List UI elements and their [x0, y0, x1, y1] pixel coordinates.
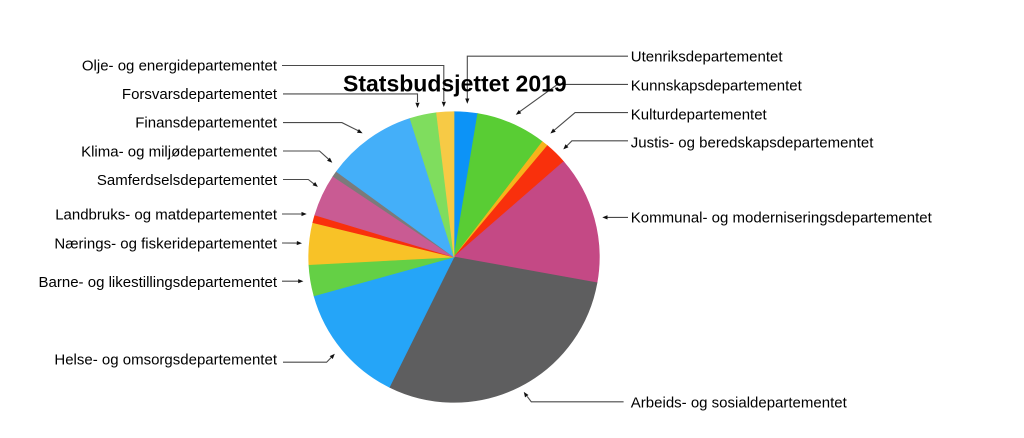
svg-text:Forsvarsdepartementet: Forsvarsdepartementet — [122, 86, 278, 103]
svg-text:Arbeids- og sosialdepartemente: Arbeids- og sosialdepartementet — [631, 395, 848, 412]
svg-text:Kommunal- og moderniseringsdep: Kommunal- og moderniseringsdepartementet — [631, 209, 933, 226]
svg-text:Olje- og energidepartementet: Olje- og energidepartementet — [82, 57, 278, 74]
svg-text:Kulturdepartementet: Kulturdepartementet — [631, 106, 768, 123]
svg-text:Justis- og beredskapsdeparteme: Justis- og beredskapsdepartementet — [631, 135, 874, 152]
svg-text:Statsbudsjettet 2019: Statsbudsjettet 2019 — [343, 71, 567, 97]
svg-text:Finansdepartementet: Finansdepartementet — [135, 115, 278, 132]
svg-text:Klima- og miljødepartementet: Klima- og miljødepartementet — [81, 143, 278, 160]
svg-text:Landbruks- og matdepartementet: Landbruks- og matdepartementet — [55, 206, 278, 223]
svg-text:Helse- og omsorgsdepartementet: Helse- og omsorgsdepartementet — [54, 352, 277, 369]
svg-text:Kunnskapsdepartementet: Kunnskapsdepartementet — [631, 77, 803, 94]
svg-text:Utenriksdepartementet: Utenriksdepartementet — [631, 48, 784, 65]
svg-text:Nærings- og fiskeridepartement: Nærings- og fiskeridepartementet — [54, 235, 277, 252]
svg-text:Samferdselsdepartementet: Samferdselsdepartementet — [97, 172, 278, 189]
svg-text:Barne- og likestillingsdeparte: Barne- og likestillingsdepartementet — [39, 274, 278, 291]
